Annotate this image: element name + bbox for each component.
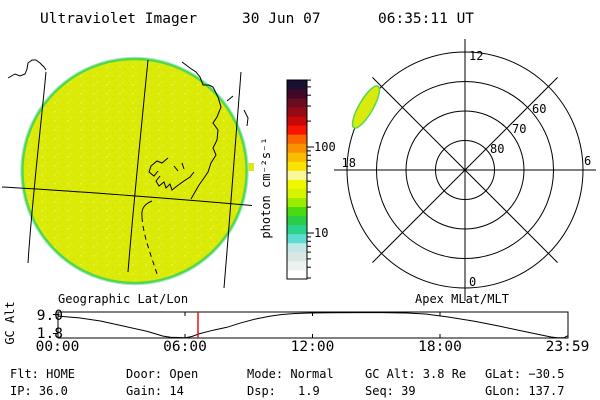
mlt-label-18: 18: [342, 156, 356, 170]
altitude-strip-chart: Geographic Lat/Lon Apex MLat/MLT 9.0 1.8…: [3, 292, 589, 355]
colorbar-band: [287, 224, 307, 235]
disk-noise-texture: [23, 60, 246, 282]
x-tick-0000: 00:00: [36, 339, 80, 355]
colorbar-ticks: [307, 79, 314, 279]
mlt-label-6: 6: [584, 154, 591, 168]
colorbar-frame: [286, 79, 308, 280]
x-tick-1800: 18:00: [418, 339, 462, 355]
colorbar: 100 10 photon cm⁻²s⁻¹: [259, 79, 336, 280]
colorbar-band: [287, 152, 307, 162]
colorbar-band: [287, 233, 307, 244]
time-text: 06:35:11 UT: [378, 11, 474, 27]
y-tick-label-9: 9.0: [37, 308, 63, 324]
status-bar: Flt: HOME Door: Open Mode: Normal GC Alt…: [10, 367, 564, 398]
colorbar-band: [287, 170, 307, 180]
colorbar-band: [287, 206, 307, 217]
mlt-label-12: 12: [469, 49, 483, 63]
x-tick-2359: 23:59: [546, 339, 590, 355]
status-mode: Mode: Normal: [247, 367, 334, 381]
status-flt: Flt: HOME: [10, 367, 75, 381]
status-gc-alt: GC Alt: 3.8 Re: [365, 367, 466, 381]
aurora-emission-patch: [351, 85, 381, 129]
status-dsp-label: Dsp:: [247, 384, 276, 398]
y-axis-label: GC Alt: [3, 301, 17, 344]
colorbar-band: [287, 80, 307, 90]
colorbar-band: [287, 179, 307, 189]
colorbar-band: [287, 188, 307, 198]
colorbar-band: [287, 251, 307, 262]
x-tick-1200: 12:00: [291, 339, 335, 355]
altitude-curve: [57, 312, 568, 339]
colorbar-tick-label-10: 10: [314, 226, 328, 240]
polar-panel: 12 18 6 0 60 70 80: [334, 39, 596, 301]
status-seq: Seq: 39: [365, 384, 416, 398]
date-text: 30 Jun 07: [242, 11, 321, 27]
polar-caption: Apex MLat/MLT: [415, 292, 509, 306]
status-dsp-value: 1.9: [298, 384, 320, 398]
geographic-grid: [1, 59, 253, 289]
colorbar-band: [287, 107, 307, 117]
colorbar-band: [287, 134, 307, 144]
app-title: Ultraviolet Imager: [40, 11, 197, 27]
colorbar-band: [287, 215, 307, 226]
colorbar-band: [287, 98, 307, 108]
colorbar-band: [287, 125, 307, 135]
colorbar-band: [287, 89, 307, 99]
mlt-spokes: [334, 39, 596, 301]
colorbar-band: [287, 260, 307, 271]
mlat-label-60: 60: [532, 102, 546, 116]
status-ip: IP: 36.0: [10, 384, 68, 398]
status-glon: GLon: 137.7: [485, 384, 564, 398]
disk-caption: Geographic Lat/Lon: [58, 292, 188, 306]
coastlines: [7, 59, 249, 278]
colorbar-band: [287, 116, 307, 126]
chart-axis-ticks: [53, 312, 441, 338]
mlat-label-70: 70: [512, 122, 526, 136]
mlat-label-80: 80: [490, 142, 504, 156]
colorbar-band: [287, 143, 307, 153]
disk-rim-green: [21, 57, 248, 285]
colorbar-bands: [287, 80, 307, 280]
disk-edge-artifact: [248, 163, 254, 171]
colorbar-tick-label-100: 100: [314, 140, 336, 154]
colorbar-band: [287, 197, 307, 208]
colorbar-band: [287, 269, 307, 280]
disk-rim-cyan: [20, 56, 249, 286]
colorbar-band: [287, 161, 307, 171]
dayside-disk-image: [1, 56, 254, 289]
x-tick-0600: 06:00: [163, 339, 207, 355]
status-door: Door: Open: [126, 367, 198, 381]
colorbar-units-label: photon cm⁻²s⁻¹: [259, 137, 273, 238]
y-tick-label-1-8: 1.8: [37, 326, 63, 342]
status-gain: Gain: 14: [126, 384, 184, 398]
mlt-label-0: 0: [469, 275, 476, 289]
status-glat: GLat: −30.5: [485, 367, 564, 381]
colorbar-band: [287, 242, 307, 253]
